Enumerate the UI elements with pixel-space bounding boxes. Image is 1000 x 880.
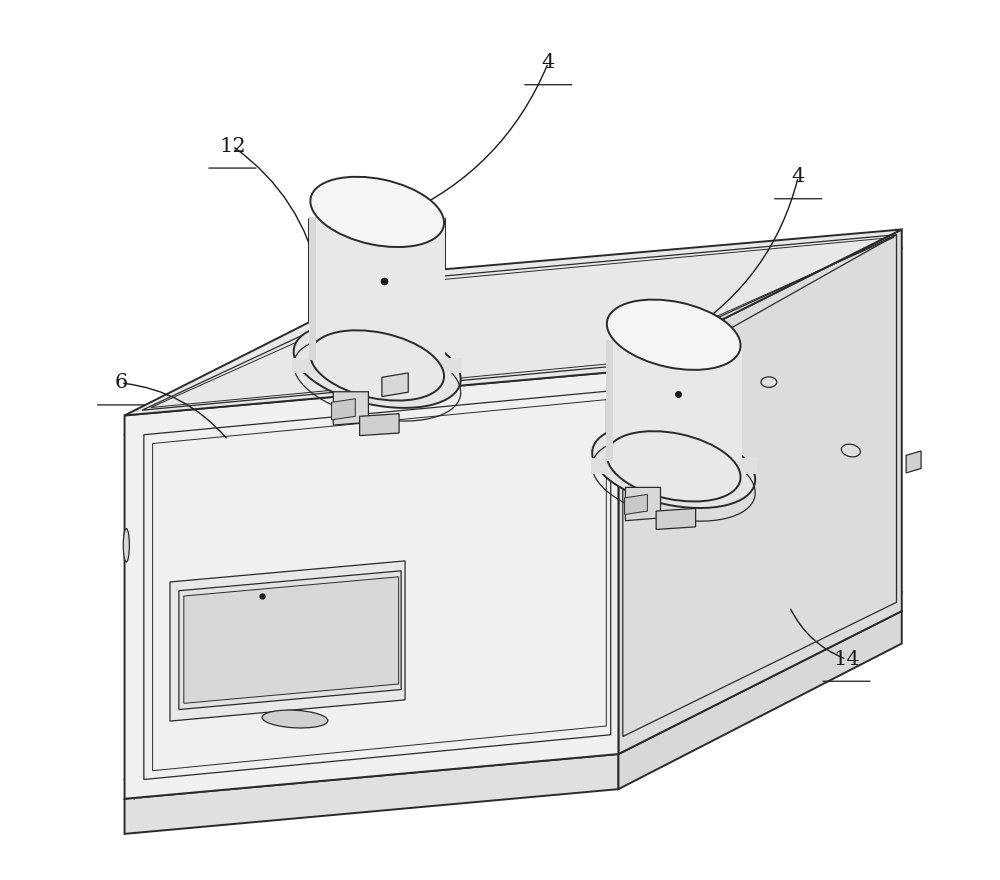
Polygon shape <box>179 571 401 709</box>
Polygon shape <box>656 509 696 530</box>
Ellipse shape <box>841 444 860 457</box>
Polygon shape <box>125 371 618 799</box>
Ellipse shape <box>294 323 461 408</box>
Polygon shape <box>591 458 757 474</box>
Text: 6: 6 <box>114 373 128 392</box>
Polygon shape <box>618 611 902 789</box>
Ellipse shape <box>123 529 129 562</box>
Polygon shape <box>606 340 613 461</box>
Polygon shape <box>382 373 408 397</box>
Polygon shape <box>333 392 368 425</box>
Ellipse shape <box>607 431 741 502</box>
Text: 4: 4 <box>542 54 555 72</box>
Ellipse shape <box>310 177 444 247</box>
Polygon shape <box>184 576 399 703</box>
Polygon shape <box>332 399 355 420</box>
Ellipse shape <box>607 299 741 370</box>
Text: 12: 12 <box>219 136 246 156</box>
Ellipse shape <box>310 330 444 400</box>
Polygon shape <box>125 754 618 834</box>
Polygon shape <box>309 217 316 360</box>
Polygon shape <box>309 218 445 359</box>
Polygon shape <box>125 230 902 415</box>
Polygon shape <box>625 495 647 515</box>
Polygon shape <box>170 561 405 721</box>
Text: 4: 4 <box>792 167 805 187</box>
Ellipse shape <box>262 710 328 728</box>
Ellipse shape <box>761 377 777 387</box>
Polygon shape <box>360 414 399 436</box>
Ellipse shape <box>592 425 755 508</box>
Polygon shape <box>906 451 921 473</box>
Polygon shape <box>625 488 661 521</box>
Polygon shape <box>292 357 462 373</box>
Polygon shape <box>606 341 742 459</box>
Text: 14: 14 <box>833 649 860 669</box>
Polygon shape <box>618 230 902 754</box>
